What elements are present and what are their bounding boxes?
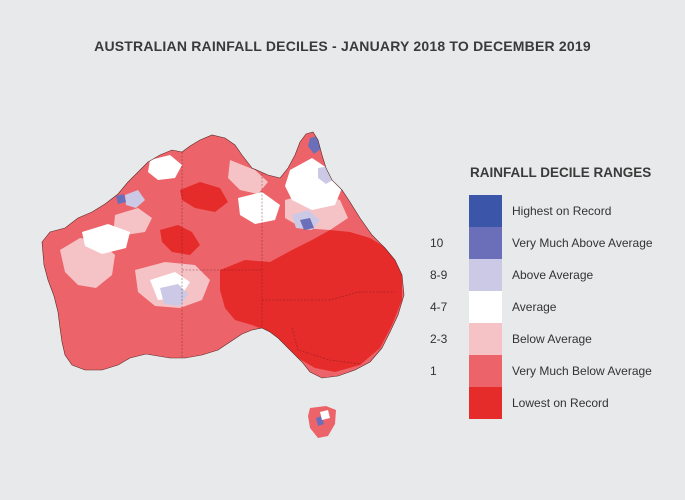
region-lowest-southeast (220, 230, 402, 372)
region-average-west (82, 224, 130, 254)
region-below-nw (114, 208, 152, 235)
region-lowest-central (160, 225, 200, 255)
legend-label: Above Average (512, 268, 594, 282)
region-vma-kimberley (116, 194, 126, 204)
legend-label: Lowest on Record (512, 396, 609, 410)
legend-swatch (469, 355, 502, 387)
region-above-centre (160, 284, 188, 306)
map-title: AUSTRALIAN RAINFALL DECILES - JANUARY 20… (94, 38, 591, 54)
legend-swatch (469, 291, 502, 323)
legend-item: 10 Very Much Above Average (430, 227, 680, 259)
legend-code: 10 (430, 236, 444, 250)
legend-code (430, 387, 462, 419)
legend-swatch (469, 323, 502, 355)
legend-swatch (469, 259, 502, 291)
state-border-qld-nsw (262, 291, 395, 301)
legend-item: 4-7 Average (430, 291, 680, 323)
australia-rainfall-map (41, 131, 405, 438)
legend-code: 4-7 (430, 300, 448, 314)
legend-title: RAINFALL DECILE RANGES (470, 165, 652, 180)
legend-item: 2-3 Below Average (430, 323, 680, 355)
tasmania-average-patch (320, 410, 330, 420)
legend-code: 8-9 (430, 268, 448, 282)
legend-label: Average (512, 300, 557, 314)
legend-code: 1 (430, 364, 437, 378)
legend-swatch (469, 227, 502, 259)
legend-swatch (469, 387, 502, 419)
legend-item: Lowest on Record (430, 387, 680, 419)
legend-item: 1 Very Much Below Average (430, 355, 680, 387)
legend-code (430, 195, 462, 227)
legend-item: Highest on Record (430, 195, 680, 227)
legend-label: Very Much Below Average (512, 364, 652, 378)
region-above-kimberley (125, 190, 145, 208)
region-lowest-wa-north (180, 182, 228, 212)
region-average-kimberley (148, 155, 182, 180)
region-average-nt (238, 192, 280, 224)
legend-label: Below Average (512, 332, 592, 346)
region-below-north (228, 160, 268, 194)
legend-item: 8-9 Above Average (430, 259, 680, 291)
state-border-nsw-vic (291, 327, 361, 365)
legend-code: 2-3 (430, 332, 448, 346)
legend-swatch (469, 195, 502, 227)
legend-label: Highest on Record (512, 204, 612, 218)
region-vma-qld (300, 218, 314, 230)
legend-label: Very Much Above Average (512, 236, 653, 250)
